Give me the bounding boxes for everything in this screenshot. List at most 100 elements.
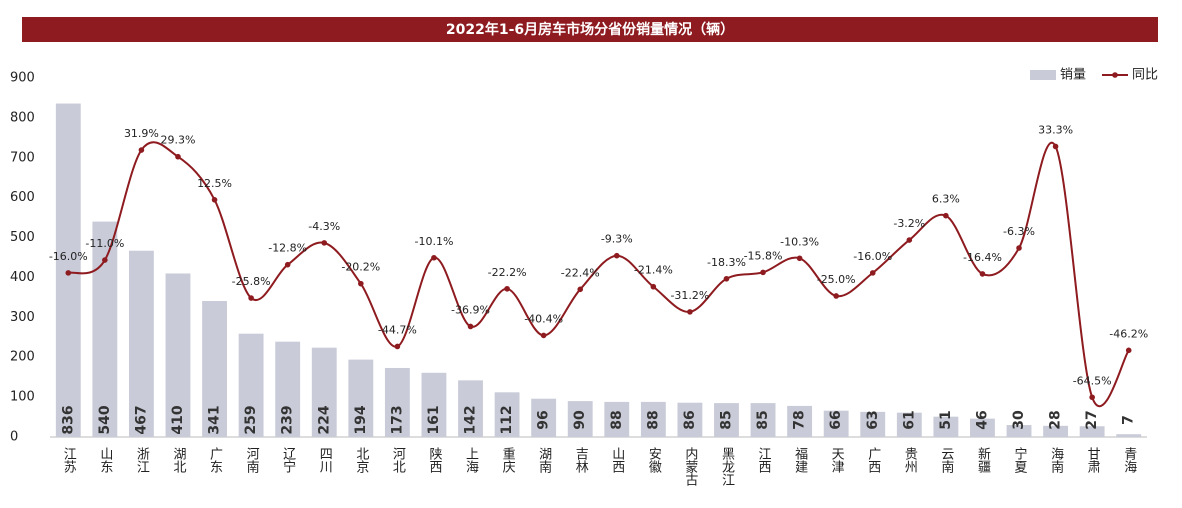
line-point bbox=[723, 275, 730, 282]
bar bbox=[1043, 425, 1069, 437]
bar bbox=[714, 403, 739, 437]
line-value-label: -11.0% bbox=[85, 237, 124, 250]
line-value-label: -25.8% bbox=[232, 275, 271, 288]
bar-value-label: 88 bbox=[645, 410, 661, 429]
bar bbox=[494, 392, 520, 437]
line bbox=[67, 141, 1130, 408]
line-value-label: -22.4% bbox=[561, 266, 600, 279]
bar bbox=[92, 221, 118, 437]
line-value-label: -3.2% bbox=[893, 217, 925, 230]
x-tick-label: 天津 bbox=[829, 447, 845, 473]
bar bbox=[1006, 425, 1032, 437]
bar bbox=[896, 412, 922, 437]
line-point bbox=[1089, 394, 1095, 401]
line-point bbox=[394, 343, 401, 350]
x-tick-label: 宁夏 bbox=[1012, 446, 1027, 473]
x-tick-label: 湖北 bbox=[170, 447, 186, 474]
bar-value-label: 161 bbox=[426, 405, 442, 434]
bar-value-label: 61 bbox=[901, 410, 917, 429]
line-value-label: -18.3% bbox=[707, 256, 746, 269]
bar-value-label: 7 bbox=[1121, 415, 1137, 425]
y-tick-label: 800 bbox=[10, 110, 35, 125]
y-tick-label: 500 bbox=[10, 230, 35, 245]
y-tick-label: 700 bbox=[10, 150, 35, 165]
bar bbox=[348, 359, 374, 437]
bar bbox=[677, 402, 703, 437]
line-point bbox=[175, 153, 181, 160]
line-value-label: -4.3% bbox=[308, 220, 340, 233]
title-banner bbox=[22, 17, 1158, 42]
line-value-label: 31.9% bbox=[124, 127, 159, 140]
bar-value-label: 239 bbox=[280, 405, 296, 434]
x-tick-label: 广东 bbox=[207, 447, 223, 473]
bar bbox=[531, 398, 557, 437]
line-point bbox=[540, 332, 547, 339]
line-value-label: -9.3% bbox=[601, 233, 633, 246]
line-value-label: -10.1% bbox=[414, 235, 453, 248]
x-tick-label: 广西 bbox=[865, 447, 881, 473]
x-tick-label: 重庆 bbox=[500, 446, 516, 473]
line-point bbox=[650, 283, 657, 290]
line-point bbox=[1052, 143, 1059, 150]
y-tick-label: 0 bbox=[10, 430, 18, 445]
line-point bbox=[358, 280, 364, 287]
bar-value-label: 66 bbox=[828, 410, 844, 429]
bar bbox=[750, 403, 776, 437]
line-point bbox=[211, 197, 218, 203]
line-point bbox=[833, 293, 839, 299]
x-tick-label: 浙江 bbox=[134, 447, 150, 473]
chart-title: 2022年1-6月房车市场分省份销量情况（辆） bbox=[446, 21, 734, 38]
line-value-label: -20.2% bbox=[341, 261, 380, 274]
x-tick-label: 江苏 bbox=[61, 447, 77, 473]
line-point bbox=[760, 269, 766, 276]
line-point bbox=[796, 255, 803, 262]
bar bbox=[421, 372, 447, 437]
y-tick-label: 200 bbox=[10, 350, 35, 365]
y-tick-label: 100 bbox=[10, 390, 35, 405]
bar-value-label: 173 bbox=[389, 405, 405, 434]
line-value-label: 6.3% bbox=[932, 193, 960, 206]
line-point bbox=[979, 271, 986, 277]
x-tick-label: 北京 bbox=[353, 447, 369, 473]
line-value-label: -10.3% bbox=[780, 235, 819, 248]
line-value-label: -16.0% bbox=[49, 250, 88, 263]
bar bbox=[165, 273, 191, 437]
bar-value-label: 46 bbox=[974, 410, 990, 429]
bar bbox=[860, 411, 886, 437]
line-point bbox=[943, 212, 949, 219]
x-tick-label: 山东 bbox=[97, 447, 113, 473]
y-tick-label: 600 bbox=[10, 190, 35, 205]
bar-value-label: 259 bbox=[243, 405, 259, 434]
bar bbox=[458, 380, 483, 437]
bar-value-label: 88 bbox=[609, 410, 625, 429]
line-value-label: -40.4% bbox=[524, 312, 563, 325]
bar bbox=[202, 300, 227, 437]
x-tick-label: 辽宁 bbox=[280, 447, 296, 473]
x-tick-label: 黑龙江 bbox=[719, 447, 735, 486]
line-value-label: -15.8% bbox=[744, 249, 783, 262]
x-tick-label: 四川 bbox=[317, 447, 333, 473]
x-tick-label: 吉林 bbox=[573, 447, 589, 473]
line-point bbox=[65, 270, 72, 276]
x-tick-label: 海南 bbox=[1048, 447, 1064, 473]
line-value-label: -64.5% bbox=[1073, 374, 1112, 387]
line-value-label: 33.3% bbox=[1038, 123, 1073, 136]
bar bbox=[384, 367, 410, 437]
bar-value-label: 194 bbox=[353, 405, 369, 434]
bar-value-label: 112 bbox=[499, 405, 515, 434]
bar-value-label: 86 bbox=[682, 410, 698, 429]
line-point bbox=[504, 285, 510, 292]
x-tick-label: 青海 bbox=[1121, 447, 1137, 473]
x-tick-label: 云南 bbox=[938, 447, 954, 473]
bar-value-label: 30 bbox=[1011, 410, 1027, 430]
x-tick-label: 山西 bbox=[609, 447, 625, 473]
bar-value-label: 51 bbox=[938, 410, 954, 429]
line-point bbox=[1125, 347, 1132, 354]
bar bbox=[933, 416, 959, 437]
x-tick-label: 上海 bbox=[463, 447, 479, 473]
line-value-label: -16.4% bbox=[963, 251, 1002, 264]
line-value-label: -12.8% bbox=[268, 242, 307, 255]
line-point bbox=[284, 261, 291, 268]
x-tick-label: 甘肃 bbox=[1085, 447, 1101, 473]
